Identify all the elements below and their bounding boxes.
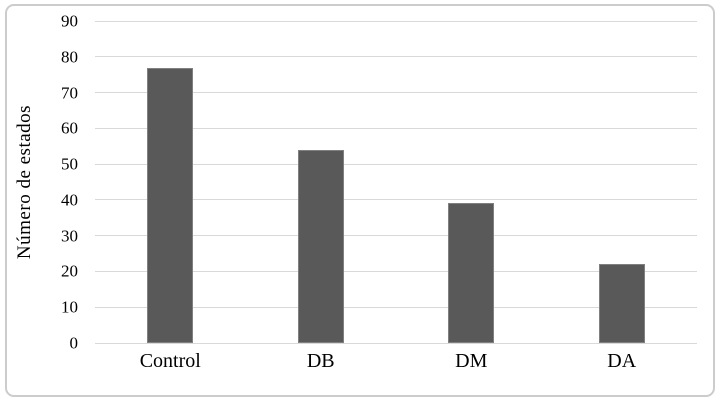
x-category-label: DM (455, 350, 488, 372)
y-tick-label: 90 (61, 11, 78, 31)
y-tick-label: 80 (61, 47, 78, 67)
bar-dm (448, 203, 495, 343)
y-tick-label: 20 (61, 261, 78, 281)
y-tick-label: 10 (61, 297, 78, 317)
plot-area (95, 20, 697, 344)
bar-db (297, 149, 344, 343)
gridline (95, 56, 697, 58)
x-axis-category-labels: Control DB DM DA (95, 349, 697, 379)
y-tick-label: 60 (61, 118, 78, 138)
y-tick-label: 40 (61, 190, 78, 210)
gridline (95, 163, 697, 165)
y-tick-label: 70 (61, 83, 78, 103)
y-tick-label: 50 (61, 154, 78, 174)
y-tick-label: 0 (69, 333, 79, 353)
x-category-label: DB (306, 350, 335, 372)
x-category-label: Control (139, 350, 201, 372)
gridline (95, 235, 697, 237)
gridline (95, 270, 697, 272)
bar-control (147, 67, 194, 343)
bar-da (598, 264, 645, 343)
gridline (95, 127, 697, 129)
y-axis-tick-labels: 0 10 20 30 40 50 60 70 80 90 (0, 0, 80, 401)
gridline (95, 342, 697, 344)
gridline (95, 306, 697, 308)
gridline (95, 199, 697, 201)
gridline (95, 20, 697, 22)
gridline (95, 92, 697, 94)
y-tick-label: 30 (61, 226, 78, 246)
x-category-label: DA (607, 350, 637, 372)
